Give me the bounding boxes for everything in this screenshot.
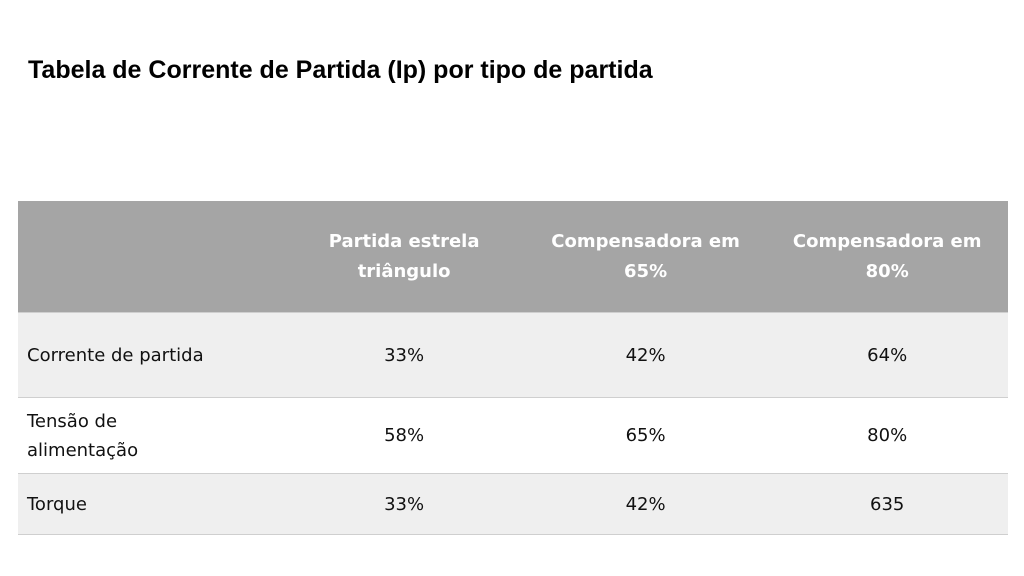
table-cell: 33% [283,473,525,535]
header-cell: Compensadora em 65% [524,201,767,313]
table-cell: 58% [283,397,525,474]
header-row: Partida estrela triângulo Compensadora e… [18,201,1008,313]
row-label: Corrente de partida [18,312,284,398]
table-cell: 65% [524,397,767,474]
header-cell: Compensadora em 80% [766,201,1008,313]
table-cell: 64% [766,312,1008,398]
table-row: Corrente de partida 33% 42% 64% [18,312,1008,398]
table-row: Torque 33% 42% 635 [18,473,1008,535]
table-row: Tensão de alimentação 58% 65% 80% [18,397,1008,474]
row-label: Torque [18,473,284,535]
header-cell [18,201,284,313]
row-label: Tensão de alimentação [18,397,284,474]
table-cell: 80% [766,397,1008,474]
row-label-text: Tensão de alimentação [27,410,139,461]
data-table: Partida estrela triângulo Compensadora e… [18,201,1008,535]
page-title: Tabela de Corrente de Partida (Ip) por t… [28,56,653,84]
table-cell: 42% [524,473,767,535]
table-cell: 42% [524,312,767,398]
table-cell: 635 [766,473,1008,535]
table-cell: 33% [283,312,525,398]
header-cell: Partida estrela triângulo [283,201,525,313]
